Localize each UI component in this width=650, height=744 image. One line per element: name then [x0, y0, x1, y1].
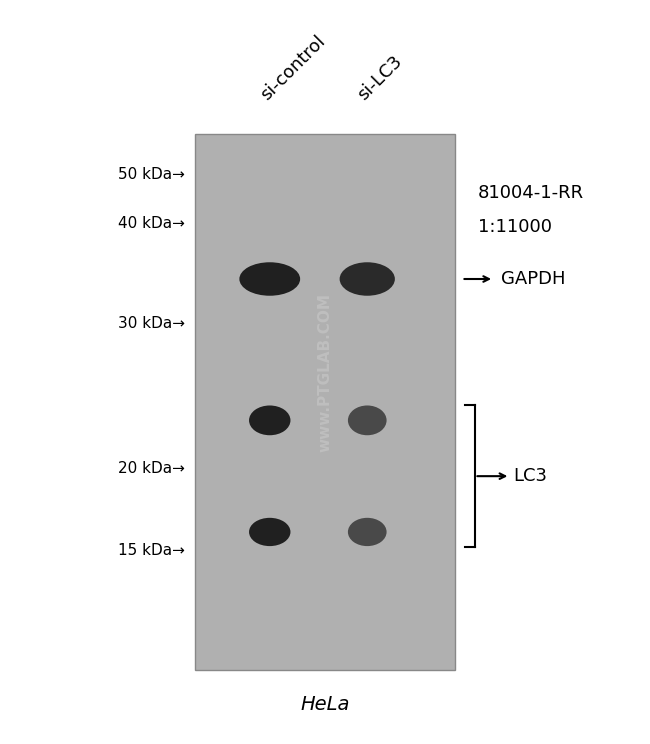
Text: 30 kDa→: 30 kDa→ [118, 316, 185, 331]
Text: GAPDH: GAPDH [500, 270, 565, 288]
Ellipse shape [249, 518, 291, 546]
Ellipse shape [348, 518, 387, 546]
Ellipse shape [339, 262, 395, 296]
Text: 50 kDa→: 50 kDa→ [118, 167, 185, 182]
Ellipse shape [348, 405, 387, 435]
Text: www.PTGLAB.COM: www.PTGLAB.COM [317, 292, 333, 452]
Text: si-control: si-control [257, 33, 329, 104]
Text: 1:11000: 1:11000 [478, 218, 552, 236]
Ellipse shape [249, 405, 291, 435]
Text: HeLa: HeLa [300, 695, 350, 714]
Text: si-LC3: si-LC3 [354, 53, 406, 104]
Text: 40 kDa→: 40 kDa→ [118, 216, 185, 231]
Text: LC3: LC3 [514, 467, 547, 485]
Text: 20 kDa→: 20 kDa→ [118, 461, 185, 476]
Ellipse shape [239, 262, 300, 296]
Bar [195, 134, 455, 670]
Text: 81004-1-RR: 81004-1-RR [478, 185, 584, 202]
Text: 15 kDa→: 15 kDa→ [118, 543, 185, 558]
